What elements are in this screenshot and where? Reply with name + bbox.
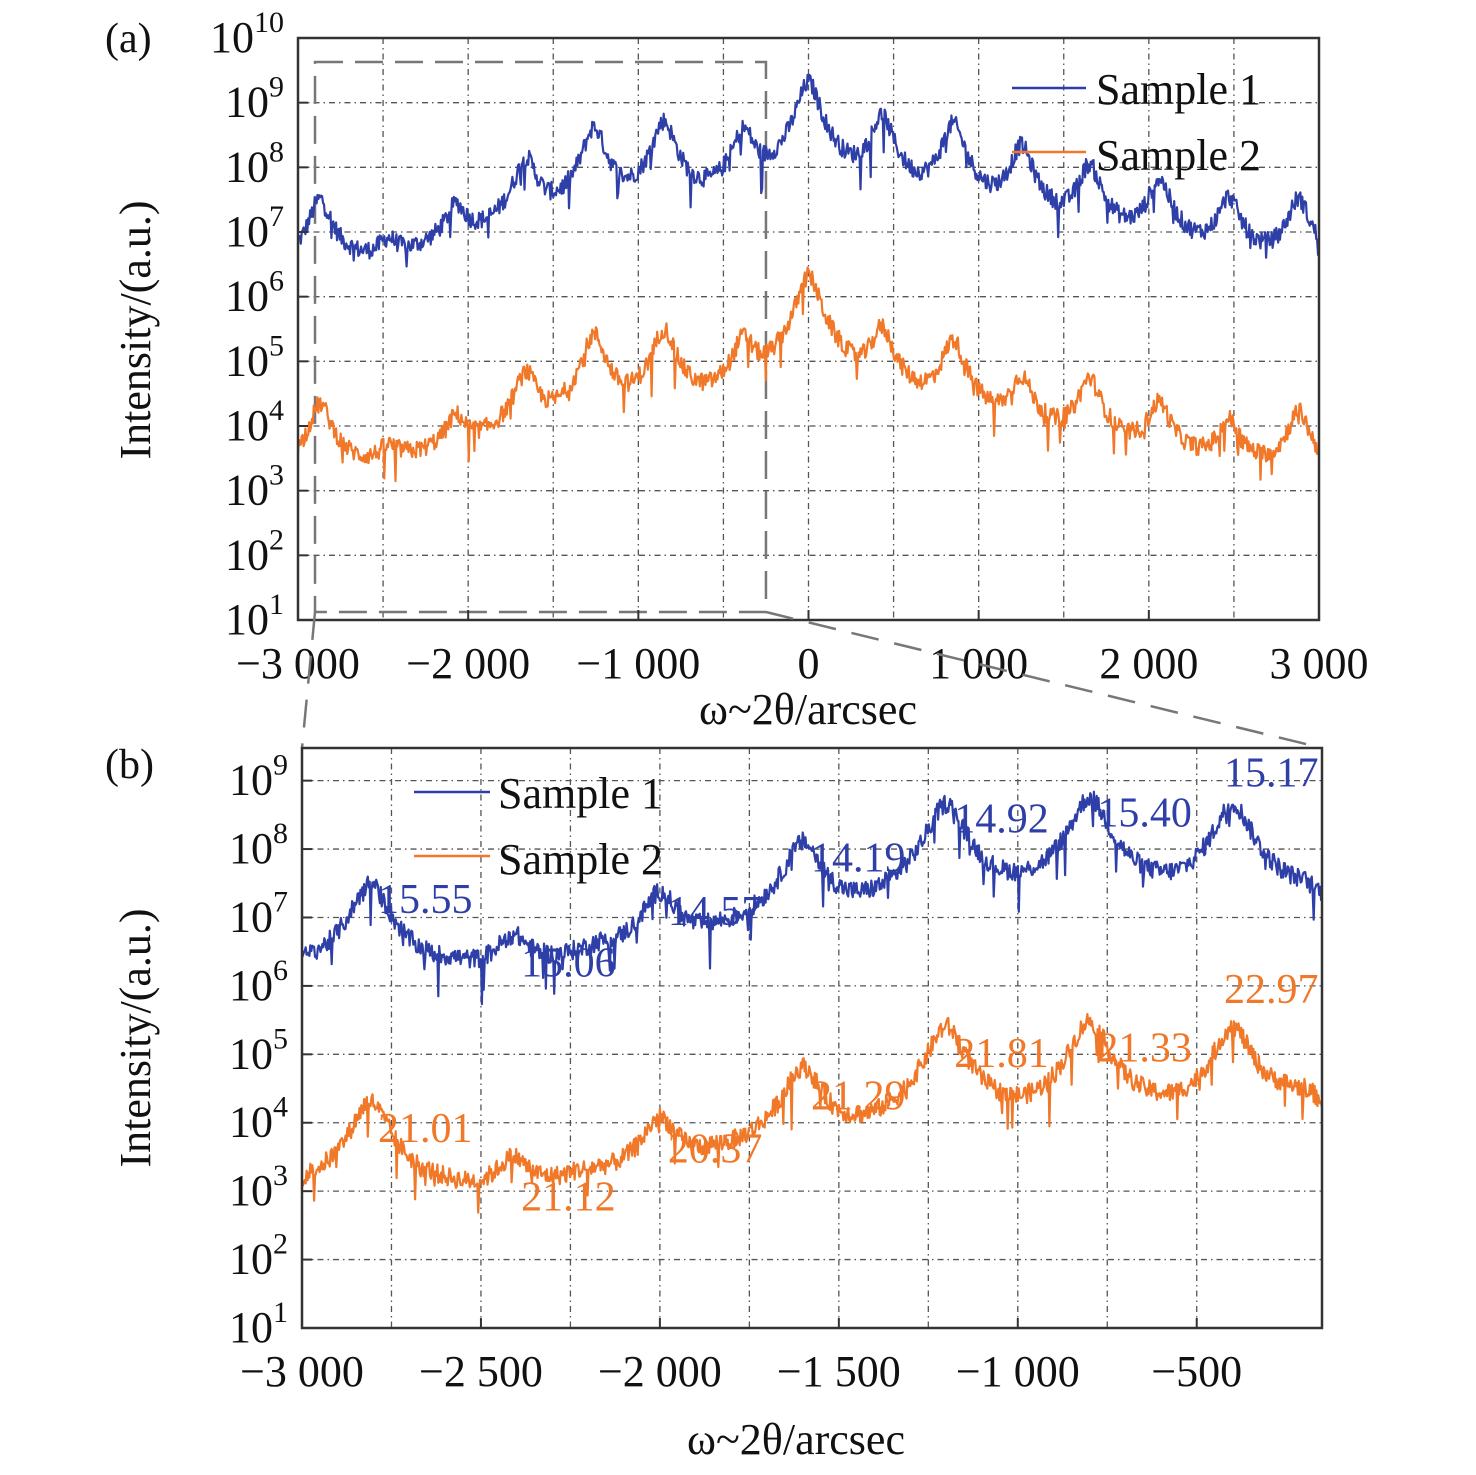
y-tick-label: 103 (225, 459, 284, 515)
zoom-region-box (313, 60, 768, 614)
panel-a-legend: Sample 1 Sample 2 (1012, 65, 1261, 180)
peak-annotation: 15.40 (1097, 790, 1192, 836)
panel-b-label: (b) (105, 742, 154, 788)
panel-a-grid (298, 38, 1319, 620)
panel-b-series (302, 790, 1322, 1214)
x-tick-label: 1 000 (929, 639, 1028, 688)
panel-b-x-ticks: −3 000 −2 500 −2 000 −1 500 −1 000 −500 (240, 1318, 1242, 1396)
legend-label-sample-1: Sample 1 (498, 769, 663, 818)
zoom-connector-right (765, 610, 1323, 750)
peak-annotation: 21.29 (811, 1074, 906, 1120)
y-tick-label: 107 (225, 200, 284, 256)
x-tick-label: −3 000 (236, 639, 360, 688)
panel-a: (a) −3 000 −2 000 −1 000 0 1 000 2 000 3 000 1… (105, 6, 1369, 734)
panel-b-x-axis-label: ω~2θ/arcsec (687, 1415, 905, 1464)
y-tick-label: 101 (225, 588, 284, 644)
x-tick-label: −3 000 (240, 1347, 364, 1396)
y-tick-label: 105 (229, 1022, 288, 1078)
peak-annotation: 22.97 (1224, 967, 1319, 1013)
panel-b-y-axis-label: Intensity/(a.u.) (111, 908, 160, 1167)
x-tick-label: −1 000 (956, 1347, 1080, 1396)
series-line-sample-2 (298, 266, 1319, 483)
x-tick-label: 0 (798, 639, 820, 688)
series-line-sample-1 (298, 73, 1319, 268)
panel-b-y-ticks: 101 102 103 104 105 106 107 108 109 (229, 749, 312, 1352)
y-tick-label: 106 (225, 265, 284, 321)
x-tick-label: 2 000 (1099, 639, 1198, 688)
x-tick-label: −1 000 (576, 639, 700, 688)
panel-a-label: (a) (105, 16, 152, 62)
legend-label-sample-2: Sample 2 (498, 835, 663, 884)
y-tick-label: 104 (229, 1091, 288, 1147)
panel-a-zoom-box (313, 60, 768, 614)
series-line-sample-1 (302, 790, 1322, 1006)
panel-a-plot-frame (296, 36, 1321, 622)
y-tick-label: 104 (225, 394, 284, 450)
peak-annotation: 14.92 (954, 796, 1048, 842)
peak-annotation: 15.06 (521, 941, 616, 987)
y-tick-label: 105 (225, 329, 284, 385)
panel-b: (b) −3 000 −2 500 −2 000 −1 500 −1 000 −500 1… (105, 742, 1324, 1464)
y-tick-label: 106 (229, 954, 288, 1010)
x-tick-label: −500 (1151, 1347, 1242, 1396)
panel-a-y-ticks: 101 102 103 104 105 106 107 108 109 1010 (210, 6, 308, 644)
y-tick-label: 102 (229, 1228, 288, 1284)
x-tick-label: 3 000 (1270, 639, 1369, 688)
legend-label-sample-1: Sample 1 (1096, 65, 1261, 114)
panel-b-legend: Sample 1 Sample 2 (414, 769, 663, 884)
panel-a-y-axis-label: Intensity/(a.u.) (111, 200, 160, 459)
peak-annotation: 21.12 (521, 1175, 616, 1221)
y-tick-label: 1010 (210, 6, 284, 62)
zoom-connector-left (300, 611, 317, 749)
series-line-sample-2 (302, 1013, 1322, 1214)
x-tick-label: −2 500 (419, 1347, 543, 1396)
panel-a-x-axis-label: ω~2θ/arcsec (699, 685, 917, 734)
peak-annotation: 21.33 (1097, 1026, 1192, 1072)
legend-label-sample-2: Sample 2 (1096, 131, 1261, 180)
panel-b-peak-annotations: 15.55 15.06 14.57 14.19 14.92 15.40 15.17 21.01… (378, 750, 1319, 1220)
y-tick-label: 107 (229, 885, 288, 941)
y-tick-label: 109 (229, 749, 288, 805)
panel-a-x-ticks: −3 000 −2 000 −1 000 0 1 000 2 000 3 000 (236, 610, 1369, 688)
panel-a-series (298, 73, 1319, 483)
x-tick-label: −1 500 (777, 1347, 901, 1396)
y-tick-label: 109 (225, 71, 284, 127)
panel-b-grid (302, 748, 1322, 1328)
peak-annotation: 20.37 (668, 1127, 763, 1173)
peak-annotation: 14.57 (668, 889, 763, 935)
zoom-connector-lines (300, 610, 1323, 750)
peak-annotation: 15.17 (1224, 750, 1319, 796)
y-tick-label: 108 (229, 817, 288, 873)
y-tick-label: 108 (225, 135, 284, 191)
x-tick-label: −2 000 (598, 1347, 722, 1396)
peak-annotation: 21.81 (954, 1031, 1048, 1077)
y-tick-label: 103 (229, 1159, 288, 1215)
x-tick-label: −2 000 (406, 639, 530, 688)
panel-b-plot-frame (300, 746, 1324, 1330)
y-tick-label: 102 (225, 523, 284, 579)
y-tick-label: 101 (229, 1296, 288, 1352)
peak-annotation: 15.55 (378, 877, 473, 923)
peak-annotation: 14.19 (811, 836, 906, 882)
peak-annotation: 21.01 (378, 1106, 473, 1152)
